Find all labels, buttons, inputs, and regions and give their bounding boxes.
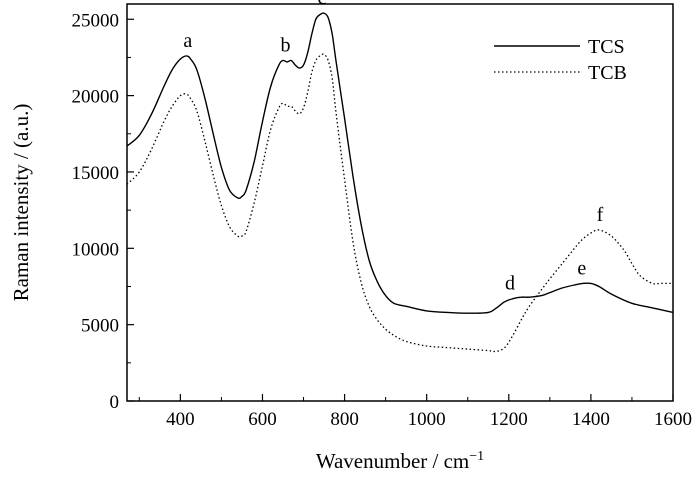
plot-frame — [126, 3, 674, 402]
plot-area: a b c d e f — [126, 0, 674, 402]
legend-label-tcb: TCB — [588, 62, 627, 84]
series-line-tcb — [126, 53, 673, 353]
x-tick-label: 1000 — [408, 409, 446, 430]
series-layer — [126, 12, 674, 353]
peak-label-b: b — [280, 34, 290, 56]
peak-label-e: e — [577, 257, 586, 279]
y-tick-label: 5000 — [81, 316, 119, 337]
x-tick-label: 1400 — [572, 409, 610, 430]
y-axis-title: Raman intensity / (a.u.) — [9, 104, 33, 302]
x-axis: 400 600 800 1000 1200 1400 1600 — [138, 394, 692, 430]
x-tick-label: 1200 — [490, 409, 528, 430]
series-line-tcs — [126, 12, 674, 314]
peak-annotations: a b c d e f — [183, 0, 603, 295]
y-tick-label: 25000 — [72, 10, 120, 31]
peak-label-c: c — [318, 0, 327, 9]
y-tick-label: 10000 — [72, 239, 120, 260]
y-tick-label: 0 — [110, 392, 120, 413]
x-axis-title: Wavenumber / cm−1 — [316, 449, 484, 473]
peak-label-f: f — [597, 204, 604, 226]
x-tick-label: 800 — [330, 409, 359, 430]
x-axis-title-text: Wavenumber / cm — [316, 449, 469, 473]
y-tick-label: 20000 — [72, 87, 120, 108]
x-tick-label: 600 — [248, 409, 277, 430]
peak-label-d: d — [505, 273, 515, 295]
y-tick-label: 15000 — [72, 163, 120, 184]
x-axis-title-superscript: −1 — [469, 449, 484, 464]
y-axis: 0 5000 10000 15000 20000 25000 — [72, 10, 134, 413]
x-tick-label: 400 — [166, 409, 195, 430]
legend: TCS TCB — [494, 36, 627, 84]
legend-label-tcs: TCS — [588, 36, 625, 58]
x-tick-label: 1600 — [654, 409, 692, 430]
peak-label-a: a — [183, 30, 192, 52]
